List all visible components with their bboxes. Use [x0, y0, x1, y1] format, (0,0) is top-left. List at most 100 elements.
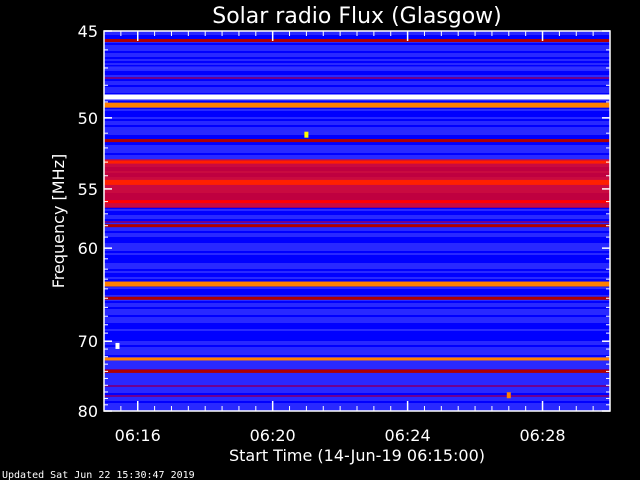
- spectrogram-row: [104, 233, 610, 235]
- burst-point: [304, 131, 309, 138]
- spectrogram-row: [104, 243, 610, 245]
- spectrogram-row: [104, 119, 610, 121]
- spectrogram-row: [104, 333, 610, 335]
- spectrogram-row: [104, 125, 610, 127]
- spectrogram-row: [104, 45, 610, 47]
- spectrogram-row: [104, 53, 610, 55]
- y-tick-label: 70: [78, 332, 98, 351]
- spectrogram-row: [104, 117, 610, 119]
- spectrogram-row: [104, 109, 610, 111]
- spectrogram-row: [104, 389, 610, 391]
- spectrogram-row: [104, 247, 610, 249]
- spectrogram-row: [104, 287, 610, 289]
- frequency-band: [104, 224, 610, 228]
- spectrogram-row: [104, 323, 610, 325]
- plot-area: [104, 31, 610, 411]
- spectrogram-row: [104, 221, 610, 223]
- spectrogram-row: [104, 325, 610, 327]
- spectrogram-row: [104, 399, 610, 401]
- spectrogram-row: [104, 343, 610, 345]
- spectrogram-row: [104, 265, 610, 267]
- spectrogram-row: [104, 237, 610, 239]
- spectrogram-row: [104, 303, 610, 305]
- spectrogram-row: [104, 311, 610, 313]
- spectrogram-row: [104, 231, 610, 233]
- spectrogram-row: [104, 217, 610, 219]
- spectrogram-row: [104, 309, 610, 311]
- spectrogram-row: [104, 373, 610, 375]
- spectrogram-row: [104, 253, 610, 255]
- spectrogram-row: [104, 339, 610, 341]
- spectrogram-row: [104, 307, 610, 309]
- spectrogram-row: [104, 341, 610, 343]
- spectrogram-row: [104, 367, 610, 369]
- spectrogram-row: [104, 55, 610, 57]
- frequency-band: [104, 139, 610, 143]
- spectrogram-row: [104, 227, 610, 229]
- spectrogram-row: [104, 157, 610, 159]
- spectrogram-row: [104, 251, 610, 253]
- spectrogram-row: [104, 361, 610, 363]
- footer-updated: Updated Sat Jun 22 15:30:47 2019: [2, 470, 195, 480]
- spectrogram-row: [104, 385, 610, 387]
- spectrogram-row: [104, 275, 610, 277]
- spectrogram-row: [104, 269, 610, 271]
- spectrogram-row: [104, 61, 610, 63]
- frequency-band: [104, 102, 610, 108]
- burst-point: [506, 392, 511, 399]
- spectrogram-row: [104, 403, 610, 405]
- spectrogram-row: [104, 315, 610, 317]
- y-tick-label: 50: [78, 109, 98, 128]
- spectrogram-row: [104, 63, 610, 65]
- spectrogram-row: [104, 379, 610, 381]
- spectrogram-row: [104, 271, 610, 273]
- spectrogram-row: [104, 249, 610, 251]
- frequency-band: [104, 39, 610, 43]
- spectrogram-row: [104, 321, 610, 323]
- spectrogram-row: [104, 219, 610, 221]
- spectrogram-row: [104, 83, 610, 85]
- spectrogram-row: [104, 209, 610, 211]
- spectrogram-row: [104, 267, 610, 269]
- spectrogram-row: [104, 75, 610, 77]
- spectrogram-row: [104, 239, 610, 241]
- spectrogram-row: [104, 121, 610, 123]
- spectrogram-row: [104, 313, 610, 315]
- spectrogram-row: [104, 331, 610, 333]
- spectrogram-row: [104, 57, 610, 59]
- spectrogram-row: [104, 89, 610, 91]
- spectrogram-row: [104, 149, 610, 151]
- spectrogram-row: [104, 395, 610, 397]
- spectrogram-row: [104, 215, 610, 217]
- spectrogram-row: [104, 273, 610, 275]
- frequency-band: [104, 357, 610, 361]
- spectrogram-row: [104, 299, 610, 301]
- spectrogram-row: [104, 279, 610, 281]
- spectrogram-row: [104, 229, 610, 231]
- spectrogram-row: [104, 127, 610, 129]
- spectrogram-row: [104, 145, 610, 147]
- spectrogram-row: [104, 401, 610, 403]
- spectrogram-row: [104, 37, 610, 39]
- spectrogram-row: [104, 289, 610, 291]
- y-tick-label: 60: [78, 239, 98, 258]
- spectrogram-row: [104, 347, 610, 349]
- spectrogram-row: [104, 377, 610, 379]
- spectrogram-row: [104, 115, 610, 117]
- spectrogram-row: [104, 77, 610, 79]
- x-axis-label: Start Time (14-Jun-19 06:15:00): [229, 446, 485, 465]
- spectrogram-row: [104, 129, 610, 131]
- spectrogram-row: [104, 147, 610, 149]
- spectrogram-row: [104, 293, 610, 295]
- y-axis-label: Frequency [MHz]: [49, 154, 68, 288]
- spectrogram-row: [104, 319, 610, 321]
- spectrogram-row: [104, 51, 610, 53]
- spectrogram-row: [104, 345, 610, 347]
- spectrogram-row: [104, 85, 610, 87]
- spectrogram-row: [104, 235, 610, 237]
- spectrogram-row: [104, 99, 610, 101]
- spectrogram-row: [104, 397, 610, 399]
- axis-ticks: 45 50 55 60 70 80 06:16 06:20 06:24 06:28: [78, 22, 610, 445]
- spectrogram-row: [104, 255, 610, 257]
- spectrogram-row: [104, 381, 610, 383]
